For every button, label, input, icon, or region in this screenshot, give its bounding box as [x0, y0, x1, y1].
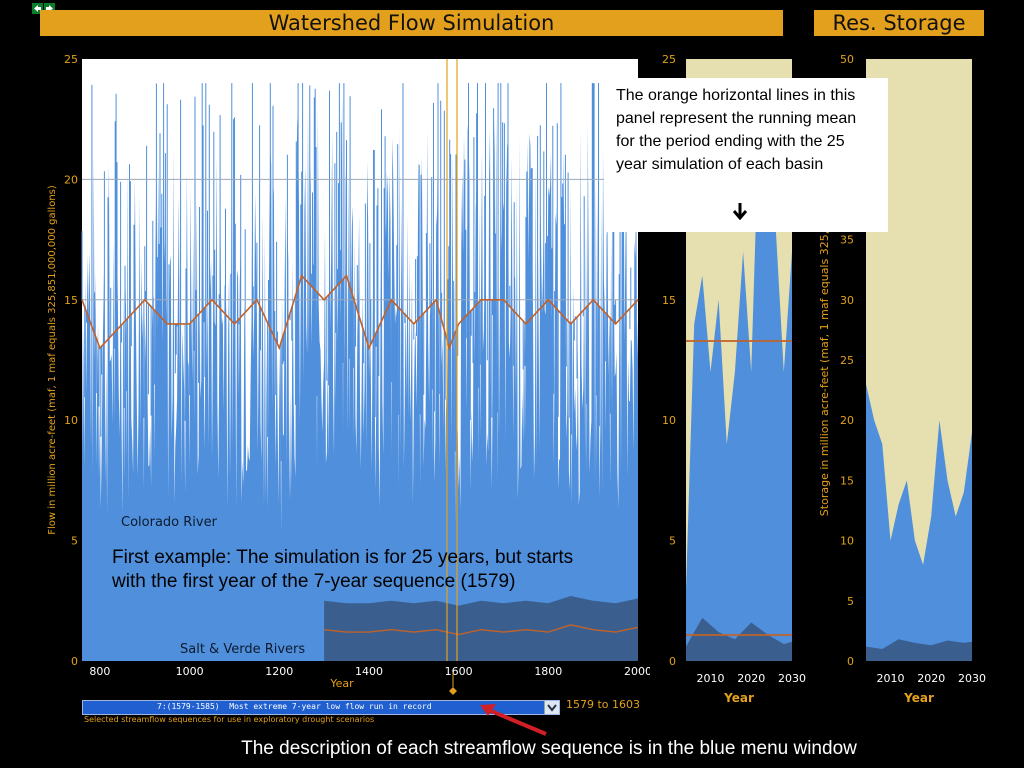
flow-x-axis-label: Year [329, 677, 354, 690]
storage-x-tick: 2010 [876, 672, 904, 685]
salt-verde-running-mean [324, 624, 639, 636]
storage-area-dark [866, 639, 972, 661]
storage-x-tick: 2030 [958, 672, 986, 685]
storage-y-tick: 0 [847, 655, 854, 668]
flow-x-tick: 1000 [176, 665, 204, 678]
storage-y-tick: 35 [840, 234, 854, 247]
basin-label-colorado: Colorado River [121, 515, 218, 530]
storage-y-tick: 20 [840, 414, 854, 427]
sequence-caption: Selected streamflow sequences for use in… [84, 715, 375, 724]
sequence-select[interactable]: 7:(1579-1585) Most extreme 7-year low fl… [82, 700, 560, 715]
flow-y-tick: 15 [64, 294, 78, 307]
callout-text: The orange horizontal lines in this pane… [616, 87, 857, 173]
sim-y-tick: 5 [669, 535, 676, 548]
storage-y-tick: 50 [840, 53, 854, 66]
flow-chart: 0 5 10 15 20 25 800 1000 1200 1400 1600 1800 2000 Y… [47, 53, 650, 695]
simulation-flow-area [686, 107, 792, 661]
sequence-range-label: 1579 to 1603 [566, 698, 641, 711]
app-title: Watershed Flow Simulation [40, 10, 783, 36]
sim-y-tick: 15 [662, 294, 676, 307]
salt-verde-area [324, 596, 638, 661]
sim-x-tick: 2010 [696, 672, 724, 685]
flow-x-tick: 2000 [624, 665, 650, 678]
basin-label-salt-verde: Salt & Verde Rivers [180, 642, 305, 657]
flow-y-tick: 5 [71, 535, 78, 548]
sim-y-tick: 25 [662, 53, 676, 66]
storage-area [866, 384, 972, 661]
flow-x-tick: 800 [89, 665, 110, 678]
res-storage-title: Res. Storage [814, 10, 984, 36]
colorado-flow-spikes [81, 83, 632, 462]
storage-y-tick: 25 [840, 354, 854, 367]
flow-y-tick: 25 [64, 53, 78, 66]
callout-box: The orange horizontal lines in this pane… [604, 78, 888, 232]
flow-x-tick: 1600 [445, 665, 473, 678]
flow-x-tick: 1800 [534, 665, 562, 678]
storage-x-axis-label: Year [903, 691, 934, 705]
nav-arrows-icon[interactable] [32, 0, 56, 14]
storage-y-axis-label: Storage in million acre-feet (maf, 1 maf… [818, 210, 831, 516]
storage-x-tick: 2020 [917, 672, 945, 685]
first-example-annotation: First example: The simulation is for 25 … [112, 547, 574, 592]
pointer-arrow-icon [480, 704, 547, 736]
flow-x-tick: 1400 [355, 665, 383, 678]
storage-y-tick: 30 [840, 294, 854, 307]
sim-x-tick: 2030 [778, 672, 806, 685]
chevron-down-icon[interactable] [544, 701, 559, 714]
flow-y-tick: 20 [64, 173, 78, 186]
flow-y-tick: 0 [71, 655, 78, 668]
down-arrow-icon [732, 202, 748, 221]
storage-y-tick: 10 [840, 535, 854, 548]
sim-x-axis-label: Year [723, 691, 754, 705]
bottom-caption: The description of each streamflow seque… [241, 738, 857, 759]
flow-x-tick: 1200 [265, 665, 293, 678]
flow-y-axis-label: Flow in million acre-feet (maf, 1 maf eq… [47, 185, 58, 535]
sim-y-tick: 10 [662, 414, 676, 427]
sim-x-tick: 2020 [737, 672, 765, 685]
storage-y-tick: 15 [840, 474, 854, 487]
sim-y-tick: 0 [669, 655, 676, 668]
sequence-select-value: 7:(1579-1585) Most extreme 7-year low fl… [157, 702, 432, 711]
flow-y-tick: 10 [64, 414, 78, 427]
colorado-flow-area [82, 94, 638, 662]
colorado-running-mean [81, 274, 639, 351]
storage-y-tick: 5 [847, 595, 854, 608]
simulation-salt-verde-area [686, 617, 792, 661]
selected-year-marker-icon[interactable] [449, 673, 457, 695]
